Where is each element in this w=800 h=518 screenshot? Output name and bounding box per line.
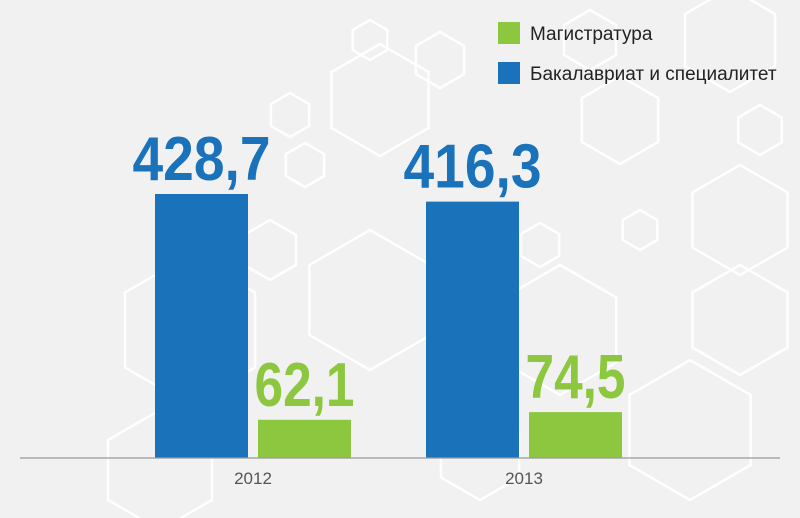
hexagon-decoration xyxy=(628,358,752,502)
hexagon-decoration xyxy=(351,18,389,62)
bar-2012-bachelor xyxy=(155,194,248,458)
data-label-2013-bachelor: 416,3 xyxy=(404,133,542,202)
bar-2012-master xyxy=(258,419,351,458)
hexagon-decoration xyxy=(284,141,326,189)
legend: Магистратура Бакалавриат и специалитет xyxy=(498,22,777,85)
legend-swatch-master xyxy=(498,22,520,44)
data-label-2013-master: 74,5 xyxy=(526,343,626,412)
hexagon-decoration xyxy=(580,74,660,166)
bar-2013-bachelor xyxy=(426,201,519,458)
hexagon-decoration xyxy=(691,263,789,377)
bars: 428,7 62,1 416,3 74,5 xyxy=(133,125,626,458)
legend-swatch-bachelor xyxy=(498,62,520,84)
hexagon-decoration xyxy=(308,228,432,372)
x-axis-ticks: 2012 2013 xyxy=(234,469,543,488)
hexagon-decoration xyxy=(242,218,298,282)
bar-2013-master xyxy=(529,412,622,458)
hexagon-decoration xyxy=(562,8,618,72)
legend-label-bachelor: Бакалавриат и специалитет xyxy=(530,64,777,85)
hexagon-decoration xyxy=(737,103,783,157)
hexagon-decoration xyxy=(691,163,789,277)
hexagon-decoration xyxy=(519,221,561,269)
hexagon-decoration xyxy=(269,91,311,139)
data-label-2012-master: 62,1 xyxy=(255,351,355,420)
data-label-2012-bachelor: 428,7 xyxy=(133,125,271,194)
hexagon-decoration xyxy=(683,0,777,94)
legend-label-master: Магистратура xyxy=(530,24,653,45)
hexagon-decoration xyxy=(414,30,466,90)
hexagon-decoration xyxy=(621,208,659,252)
x-tick-label-2012: 2012 xyxy=(234,469,272,488)
x-tick-label-2013: 2013 xyxy=(505,469,543,488)
hexagon-decoration xyxy=(330,42,430,158)
